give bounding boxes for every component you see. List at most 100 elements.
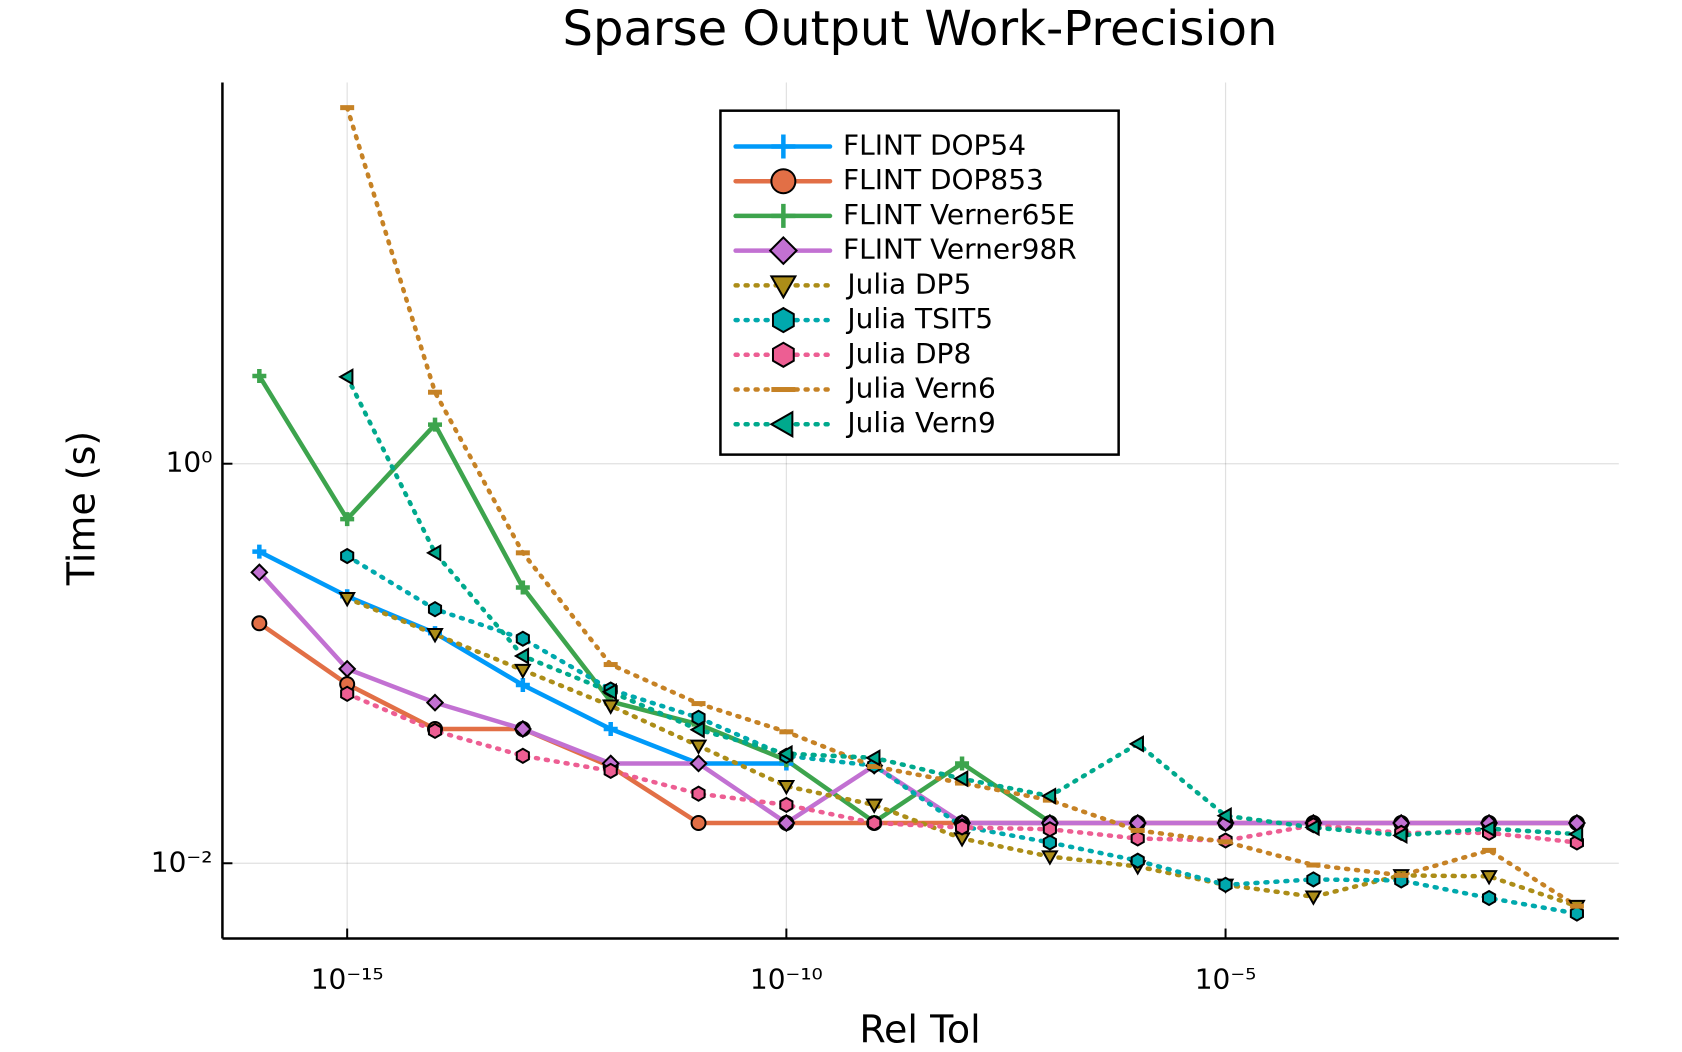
legend-marker [771, 306, 795, 334]
data-point [689, 754, 708, 773]
legend-marker [769, 410, 794, 438]
data-point [340, 547, 355, 565]
data-point [425, 544, 442, 562]
data-point [340, 512, 355, 527]
legend-marker [771, 134, 796, 159]
data-point [252, 544, 267, 559]
data-point [954, 819, 970, 836]
x-axis-label: Rel Tol [859, 1008, 980, 1052]
data-point [1130, 852, 1145, 869]
y-tick-label: 10⁰ [166, 446, 213, 479]
data-point [867, 764, 882, 770]
legend-label: Julia TSIT5 [845, 302, 993, 335]
data-point [603, 762, 618, 780]
legend-label: FLINT Verner98R [843, 233, 1077, 266]
data-point [425, 693, 445, 712]
y-axis-label: Time (s) [60, 431, 104, 587]
data-point [1304, 890, 1323, 906]
data-point [689, 739, 708, 755]
data-point [1128, 735, 1144, 753]
data-point [1042, 821, 1057, 838]
series-line [344, 105, 1580, 909]
data-point [955, 756, 970, 771]
data-point [515, 550, 530, 556]
legend-label: Julia Vern6 [845, 372, 995, 405]
data-point [1394, 872, 1409, 878]
data-point [691, 701, 706, 707]
data-point [338, 368, 354, 386]
data-point [426, 628, 444, 644]
data-point [779, 729, 794, 735]
series-line [257, 570, 1580, 826]
data-point [777, 744, 793, 763]
data-point [1218, 876, 1233, 893]
legend-marker [771, 203, 796, 228]
data-point [1130, 827, 1145, 833]
data-point [603, 721, 618, 736]
data-point [1567, 825, 1584, 843]
data-point [513, 647, 530, 665]
data-point [515, 747, 530, 764]
y-tick-label: 10⁻² [151, 845, 213, 878]
data-point [1040, 787, 1057, 805]
data-point [340, 685, 355, 702]
data-point [1042, 834, 1057, 851]
legend-marker [771, 387, 796, 393]
legend-label: Julia DP5 [845, 267, 971, 300]
data-point [867, 814, 882, 832]
data-point [779, 796, 794, 814]
data-point [428, 417, 443, 432]
x-tick-label: 10⁻¹⁰ [750, 963, 823, 996]
data-point [1218, 839, 1233, 845]
data-point [1569, 905, 1584, 922]
legend-marker [768, 236, 798, 266]
legend-label: Julia DP8 [845, 337, 971, 370]
data-point [427, 601, 443, 618]
legend-marker [770, 168, 797, 195]
data-point [1216, 806, 1232, 825]
data-point [251, 615, 268, 632]
data-point [689, 721, 705, 739]
legend-label: Julia Vern9 [845, 406, 995, 439]
data-point [865, 798, 883, 814]
data-point [601, 699, 620, 715]
data-point [514, 663, 532, 680]
data-point [1130, 830, 1145, 847]
data-point [513, 719, 532, 739]
chart-title: Sparse Output Work-Precision [563, 1, 1278, 57]
legend-label: FLINT Verner65E [843, 198, 1075, 231]
data-point [777, 813, 796, 833]
data-point [865, 749, 881, 767]
data-point [1482, 847, 1497, 853]
data-point [1306, 871, 1321, 888]
data-point [1304, 818, 1320, 837]
data-point [252, 368, 267, 383]
x-tick-label: 10⁻⁵ [1195, 963, 1257, 996]
legend-label: FLINT DOP853 [843, 163, 1044, 196]
data-point [338, 659, 357, 678]
data-point [1482, 889, 1497, 907]
data-point [690, 815, 707, 832]
data-point [338, 592, 356, 608]
data-point [601, 683, 617, 701]
data-point [777, 779, 796, 796]
data-point [515, 678, 530, 693]
data-point [340, 105, 355, 111]
data-point [1480, 870, 1498, 886]
data-point [1306, 862, 1321, 868]
x-tick-label: 10⁻¹⁵ [311, 963, 384, 996]
data-point [1041, 850, 1059, 866]
data-point [250, 563, 269, 582]
data-point [691, 785, 706, 802]
data-point [427, 722, 443, 740]
legend-marker [771, 341, 795, 368]
data-point [1569, 903, 1584, 909]
data-point [1392, 826, 1408, 845]
data-point [603, 662, 618, 668]
data-point [953, 769, 969, 788]
data-point [515, 580, 530, 595]
legend-label: FLINT DOP54 [843, 128, 1026, 161]
data-point [428, 389, 443, 395]
legend-marker [769, 275, 798, 300]
